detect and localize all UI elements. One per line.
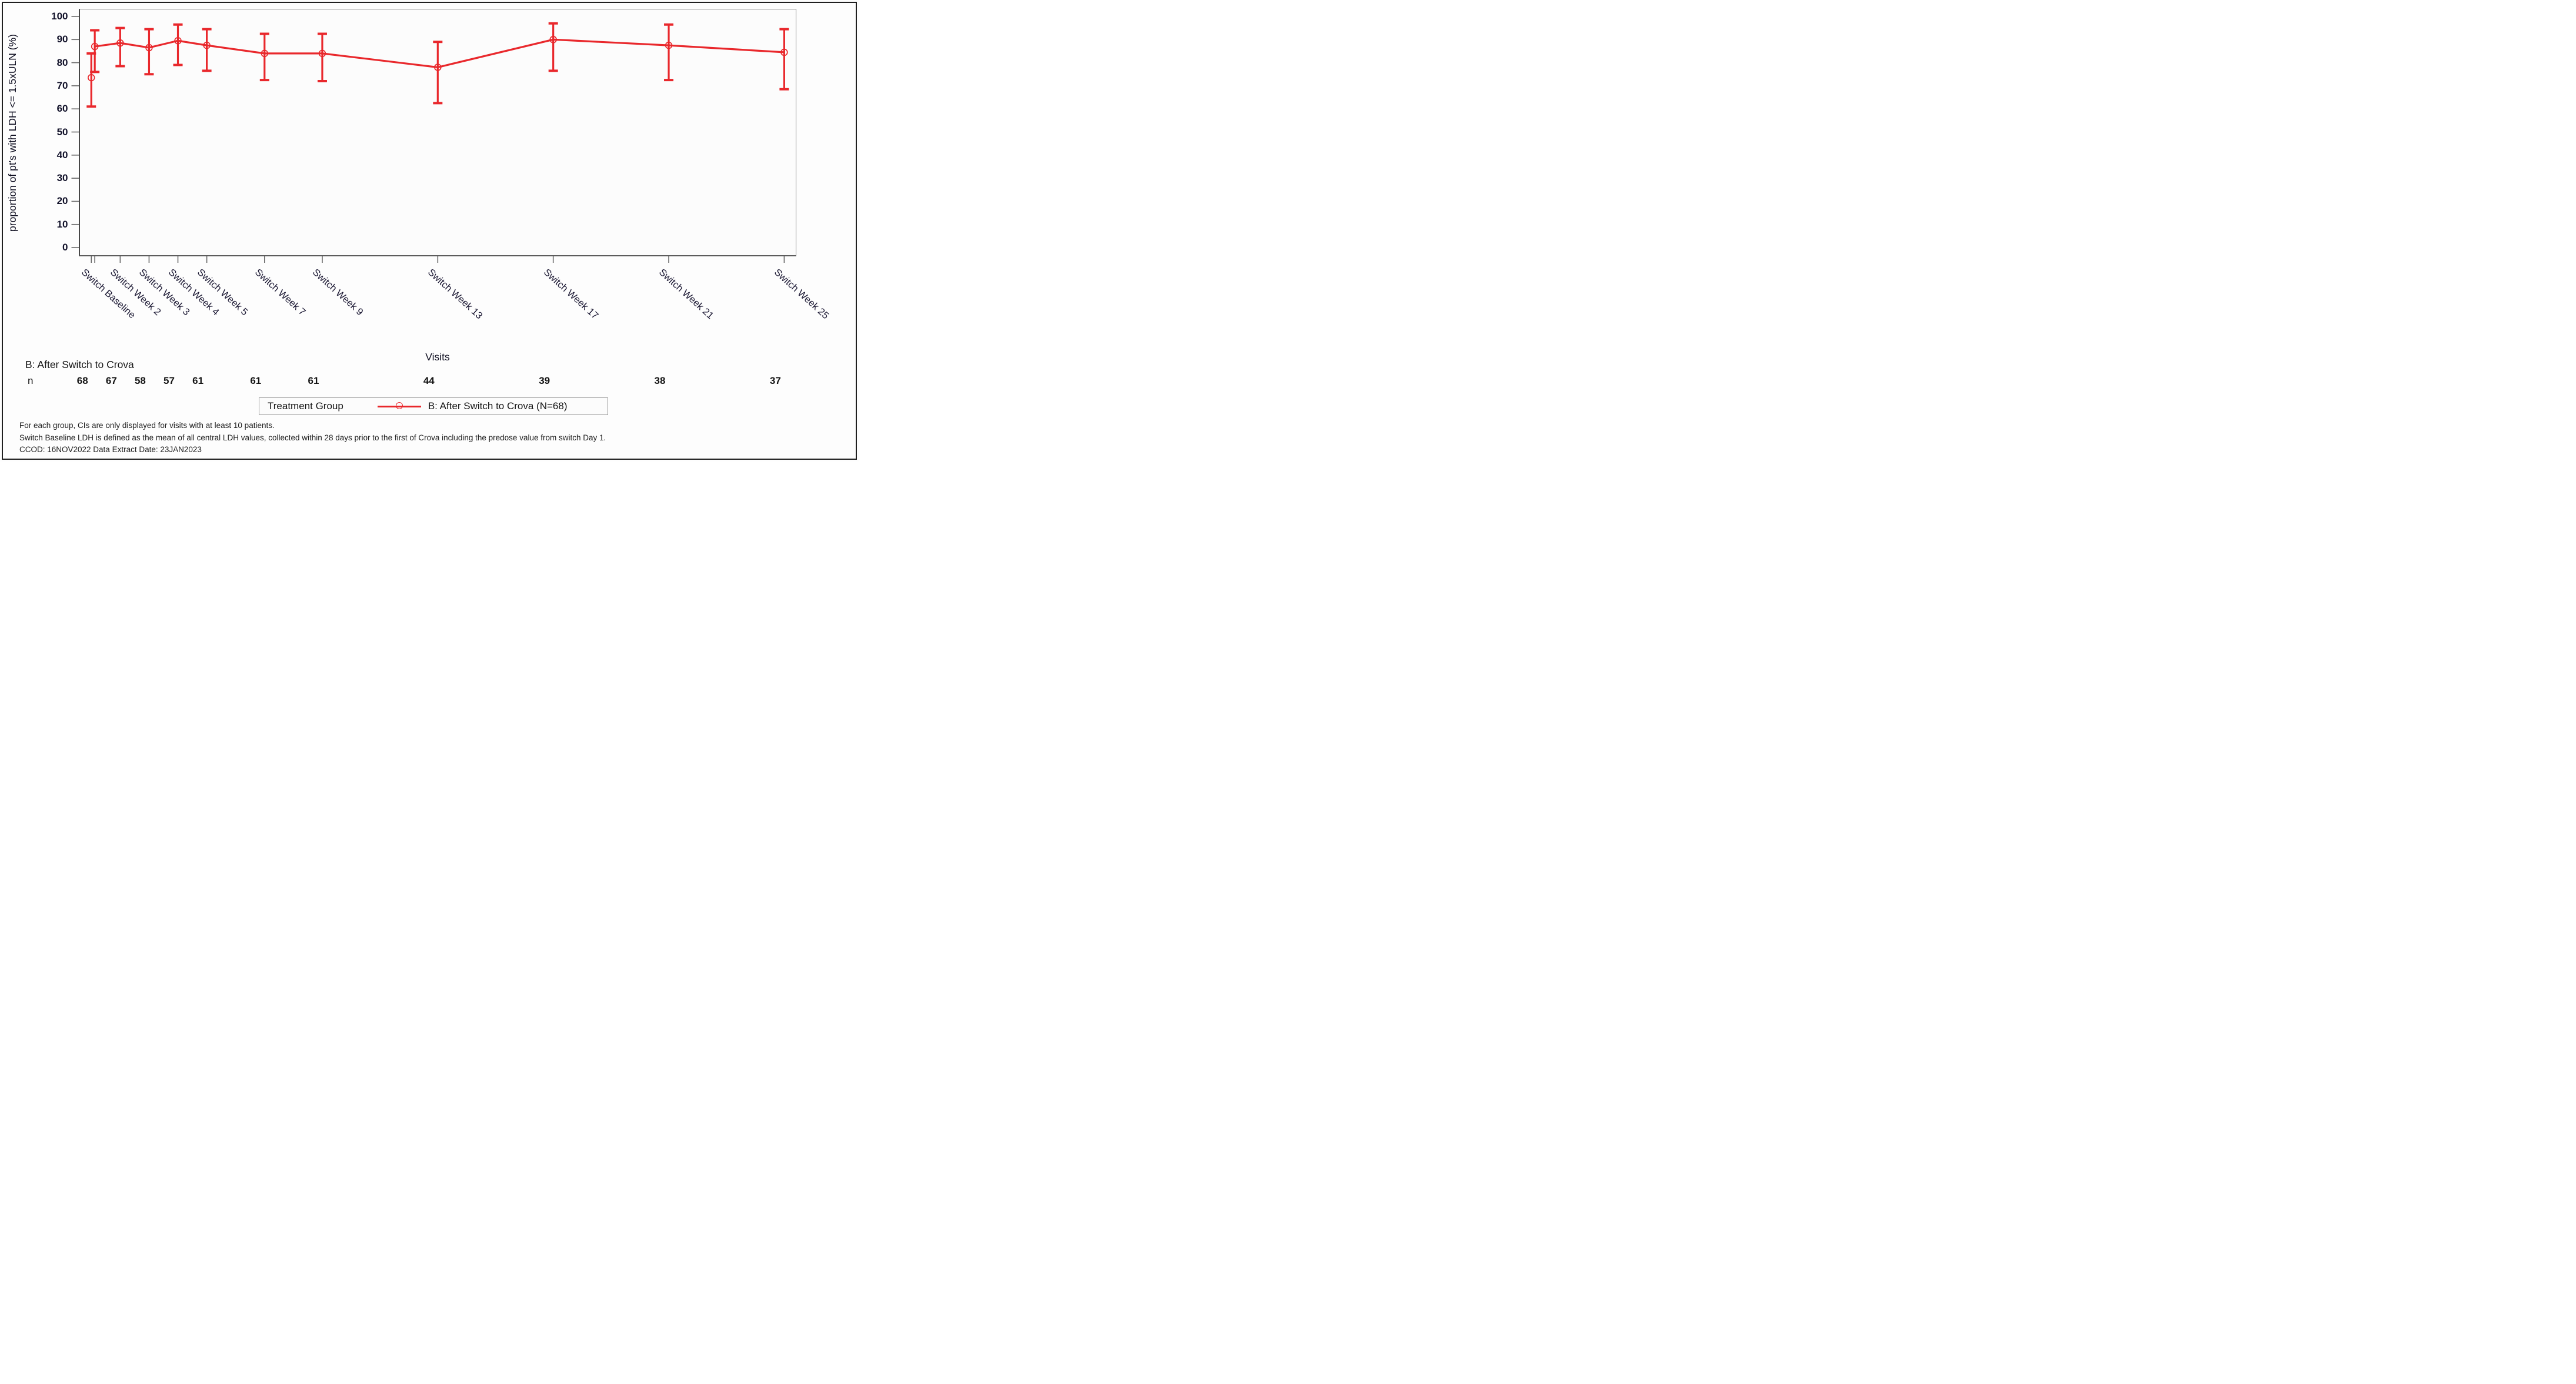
- y-tick-label: 30: [56, 172, 68, 184]
- x-axis-title: Visits: [425, 351, 450, 363]
- n-value: 39: [539, 375, 550, 386]
- data-point-marker: [203, 41, 211, 49]
- footnote-line: Switch Baseline LDH is defined as the me…: [19, 433, 606, 442]
- footnote-line: CCOD: 16NOV2022 Data Extract Date: 23JAN…: [19, 445, 202, 454]
- legend-series-label: B: After Switch to Crova (N=68): [428, 400, 568, 412]
- data-point-marker: [174, 36, 182, 45]
- legend-title: Treatment Group: [268, 400, 343, 412]
- data-point-marker: [665, 41, 673, 49]
- treatment-group-row-label: B: After Switch to Crova: [25, 359, 134, 370]
- data-point-marker: [88, 73, 95, 82]
- legend-circle-marker-icon: [395, 402, 403, 409]
- figure: proportion of pt's with LDH <= 1.5xULN (…: [0, 0, 859, 462]
- y-tick-label: 20: [56, 195, 68, 207]
- data-point-marker: [145, 44, 153, 52]
- y-tick-label: 0: [62, 242, 68, 253]
- n-value: 61: [192, 375, 204, 386]
- data-point-marker: [434, 63, 442, 71]
- y-tick-label: 70: [56, 79, 68, 91]
- y-tick-label: 90: [56, 34, 68, 45]
- n-value: 68: [76, 375, 88, 386]
- chart-canvas: [71, 16, 789, 263]
- data-point-marker: [116, 39, 124, 47]
- n-value: 38: [654, 375, 666, 386]
- data-point-marker: [549, 36, 557, 44]
- n-value: 61: [250, 375, 262, 386]
- data-point-marker: [318, 49, 326, 58]
- footnote-line: For each group, CIs are only displayed f…: [19, 421, 275, 430]
- data-point-marker: [261, 49, 269, 58]
- data-point-marker: [780, 48, 788, 56]
- y-tick-label: 50: [56, 126, 68, 138]
- y-axis-title-wrap: proportion of pt's with LDH <= 1.5xULN (…: [4, 9, 21, 256]
- y-tick-label: 80: [56, 56, 68, 68]
- data-point-marker: [91, 42, 99, 51]
- y-axis-title: proportion of pt's with LDH <= 1.5xULN (…: [6, 34, 18, 232]
- y-tick-label: 10: [56, 218, 68, 230]
- n-value: 57: [163, 375, 175, 386]
- n-value: 67: [105, 375, 117, 386]
- n-value: 61: [308, 375, 319, 386]
- series-symbol-icon: [377, 402, 421, 411]
- y-tick-label: 100: [51, 10, 68, 22]
- y-tick-label: 60: [56, 103, 68, 115]
- n-row-label: n: [28, 375, 34, 386]
- n-value: 37: [769, 375, 781, 386]
- y-tick-label: 40: [56, 149, 68, 161]
- legend: Treatment Group B: After Switch to Crova…: [259, 397, 608, 415]
- n-value: 58: [134, 375, 146, 386]
- n-value: 44: [423, 375, 435, 386]
- series-line: [94, 38, 785, 69]
- footnotes: For each group, CIs are only displayed f…: [19, 420, 606, 456]
